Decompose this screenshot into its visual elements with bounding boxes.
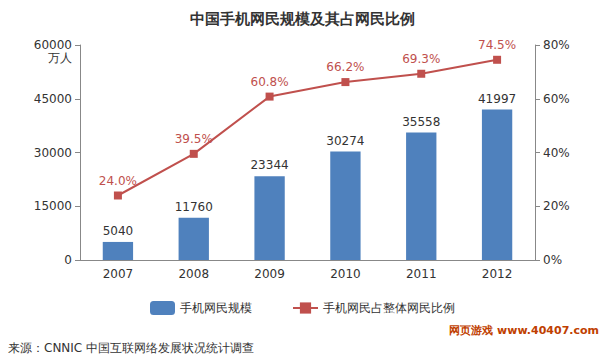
- svg-text:2009: 2009: [254, 267, 285, 281]
- svg-text:66.2%: 66.2%: [326, 60, 364, 74]
- svg-text:15000: 15000: [34, 199, 72, 213]
- svg-text:20%: 20%: [543, 199, 570, 213]
- svg-text:手机网民占整体网民比例: 手机网民占整体网民比例: [323, 301, 455, 315]
- svg-text:60.8%: 60.8%: [251, 75, 289, 89]
- svg-text:69.3%: 69.3%: [402, 52, 440, 66]
- svg-text:41997: 41997: [478, 92, 516, 106]
- svg-text:网页游戏 www.40407.com: 网页游戏 www.40407.com: [449, 324, 599, 337]
- svg-text:2011: 2011: [406, 267, 437, 281]
- svg-text:11760: 11760: [175, 200, 213, 214]
- svg-text:2010: 2010: [330, 267, 361, 281]
- svg-text:74.5%: 74.5%: [478, 38, 516, 52]
- svg-text:2007: 2007: [103, 267, 134, 281]
- svg-text:24.0%: 24.0%: [99, 174, 137, 188]
- svg-text:手机网民规模: 手机网民规模: [180, 301, 252, 315]
- svg-text:30000: 30000: [34, 146, 72, 160]
- svg-text:0: 0: [64, 253, 72, 267]
- svg-text:2008: 2008: [178, 267, 209, 281]
- svg-text:23344: 23344: [250, 158, 288, 172]
- svg-text:万人: 万人: [48, 51, 72, 65]
- svg-text:来源：CNNIC 中国互联网络发展状况统计调查: 来源：CNNIC 中国互联网络发展状况统计调查: [8, 341, 254, 355]
- svg-text:39.5%: 39.5%: [175, 132, 213, 146]
- svg-text:30274: 30274: [326, 134, 364, 148]
- svg-text:45000: 45000: [34, 92, 72, 106]
- svg-text:2012: 2012: [482, 267, 513, 281]
- svg-text:60%: 60%: [543, 92, 570, 106]
- svg-text:80%: 80%: [543, 38, 570, 52]
- svg-text:60000: 60000: [34, 38, 72, 52]
- svg-text:35558: 35558: [402, 115, 440, 129]
- svg-text:0%: 0%: [543, 253, 562, 267]
- svg-text:中国手机网民规模及其占网民比例: 中国手机网民规模及其占网民比例: [190, 10, 415, 28]
- svg-text:40%: 40%: [543, 146, 570, 160]
- svg-text:5040: 5040: [103, 224, 134, 238]
